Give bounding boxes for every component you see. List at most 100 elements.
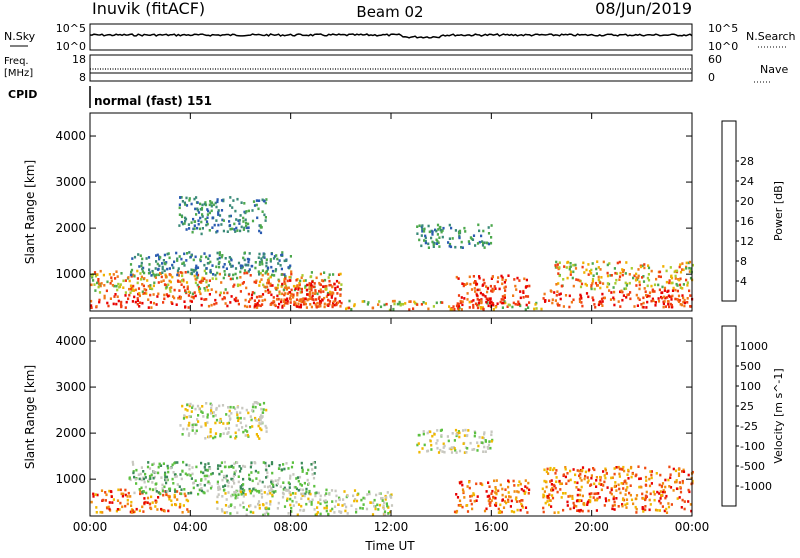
heatmap-cell [474,290,477,293]
heatmap-cell [160,476,163,479]
heatmap-cell [256,435,259,438]
heatmap-cell [147,306,150,309]
heatmap-cell [328,273,331,276]
heatmap-cell [170,301,173,304]
heatmap-cell [258,503,261,507]
heatmap-cell [129,287,132,291]
heatmap-cell [488,301,492,305]
heatmap-cell [127,297,130,301]
heatmap-cell [165,493,168,497]
heatmap-cell [487,447,490,450]
heatmap-cell [222,265,225,269]
heatmap-cell [513,490,516,493]
heatmap-cell [621,270,625,273]
heatmap-cell [259,271,262,275]
heatmap-cell [688,266,691,270]
heatmap-cell [93,283,96,286]
heatmap-cell [221,495,224,498]
heatmap-cell [677,474,681,477]
heatmap-cell [285,286,288,290]
heatmap-cell [490,277,493,280]
heatmap-cell [283,273,286,276]
heatmap-cell [98,298,101,302]
heatmap-cell [477,303,480,307]
heatmap-cell [501,493,504,497]
heatmap-cell [140,466,143,469]
heatmap-cell [165,481,168,485]
heatmap-cell [622,482,625,485]
heatmap-cell [132,284,135,288]
heatmap-cell [461,303,464,307]
y-tick-label: 2000 [55,426,86,440]
heatmap-cell [127,491,130,495]
heatmap-cell [589,495,592,499]
heatmap-cell [188,432,191,435]
heatmap-cell [271,471,274,475]
heatmap-cell [250,489,254,493]
heatmap-cell [524,286,527,289]
heatmap-cell [248,487,251,491]
heatmap-cell [298,475,302,479]
heatmap-cell [218,487,222,491]
heatmap-cell [675,479,678,482]
heatmap-cell [553,291,556,294]
heatmap-cell [625,261,628,264]
heatmap-cell [367,301,370,304]
heatmap-cell [260,257,263,260]
heatmap-cell [325,504,328,508]
heatmap-cell [294,496,297,499]
heatmap-cell [657,297,660,300]
heatmap-cell [241,406,244,410]
heatmap-cell [333,505,337,508]
heatmap-cell [214,435,217,439]
heatmap-cell [151,463,154,466]
heatmap-cell [527,306,530,309]
heatmap-cell [188,251,191,254]
heatmap-cell [667,502,670,505]
heatmap-cell [670,503,673,506]
heatmap-cell [475,499,478,502]
heatmap-cell [319,283,322,287]
heatmap-cell [624,287,628,290]
heatmap-cell [490,289,493,293]
heatmap-cell [242,216,245,220]
heatmap-cell [678,467,681,471]
heatmap-cell [187,223,190,226]
heatmap-cell [267,507,270,511]
heatmap-cell [461,483,464,487]
heatmap-cell [595,272,598,275]
heatmap-cell [209,270,212,273]
heatmap-cell [443,444,446,448]
heatmap-cell [218,404,221,408]
heatmap-cell [661,291,664,294]
heatmap-cell [270,293,273,297]
heatmap-cell [254,405,257,409]
heatmap-cell [308,500,311,503]
heatmap-cell [368,492,371,496]
heatmap-cell [506,305,509,308]
heatmap-cell [507,491,510,494]
heatmap-cell [199,208,202,211]
heatmap-cell [627,293,630,296]
heatmap-cell [480,234,483,238]
heatmap-cell [672,286,675,290]
heatmap-cell [573,481,576,484]
heatmap-cell [225,267,228,270]
heatmap-cell [217,209,220,212]
heatmap-cell [187,492,190,495]
heatmap-cell [502,301,505,305]
heatmap-cell [656,509,659,512]
heatmap-cell [572,506,575,510]
heatmap-cell [550,479,553,482]
heatmap-cell [181,433,184,436]
heatmap-cell [119,488,122,492]
heatmap-cell [350,504,353,507]
heatmap-cell [520,502,523,506]
heatmap-cell [259,231,263,235]
heatmap-cell [195,196,198,199]
heatmap-cell [222,422,225,425]
heatmap-cell [421,447,424,450]
heatmap-cell [613,503,616,507]
heatmap-cell [290,288,293,292]
heatmap-cell [466,504,469,507]
